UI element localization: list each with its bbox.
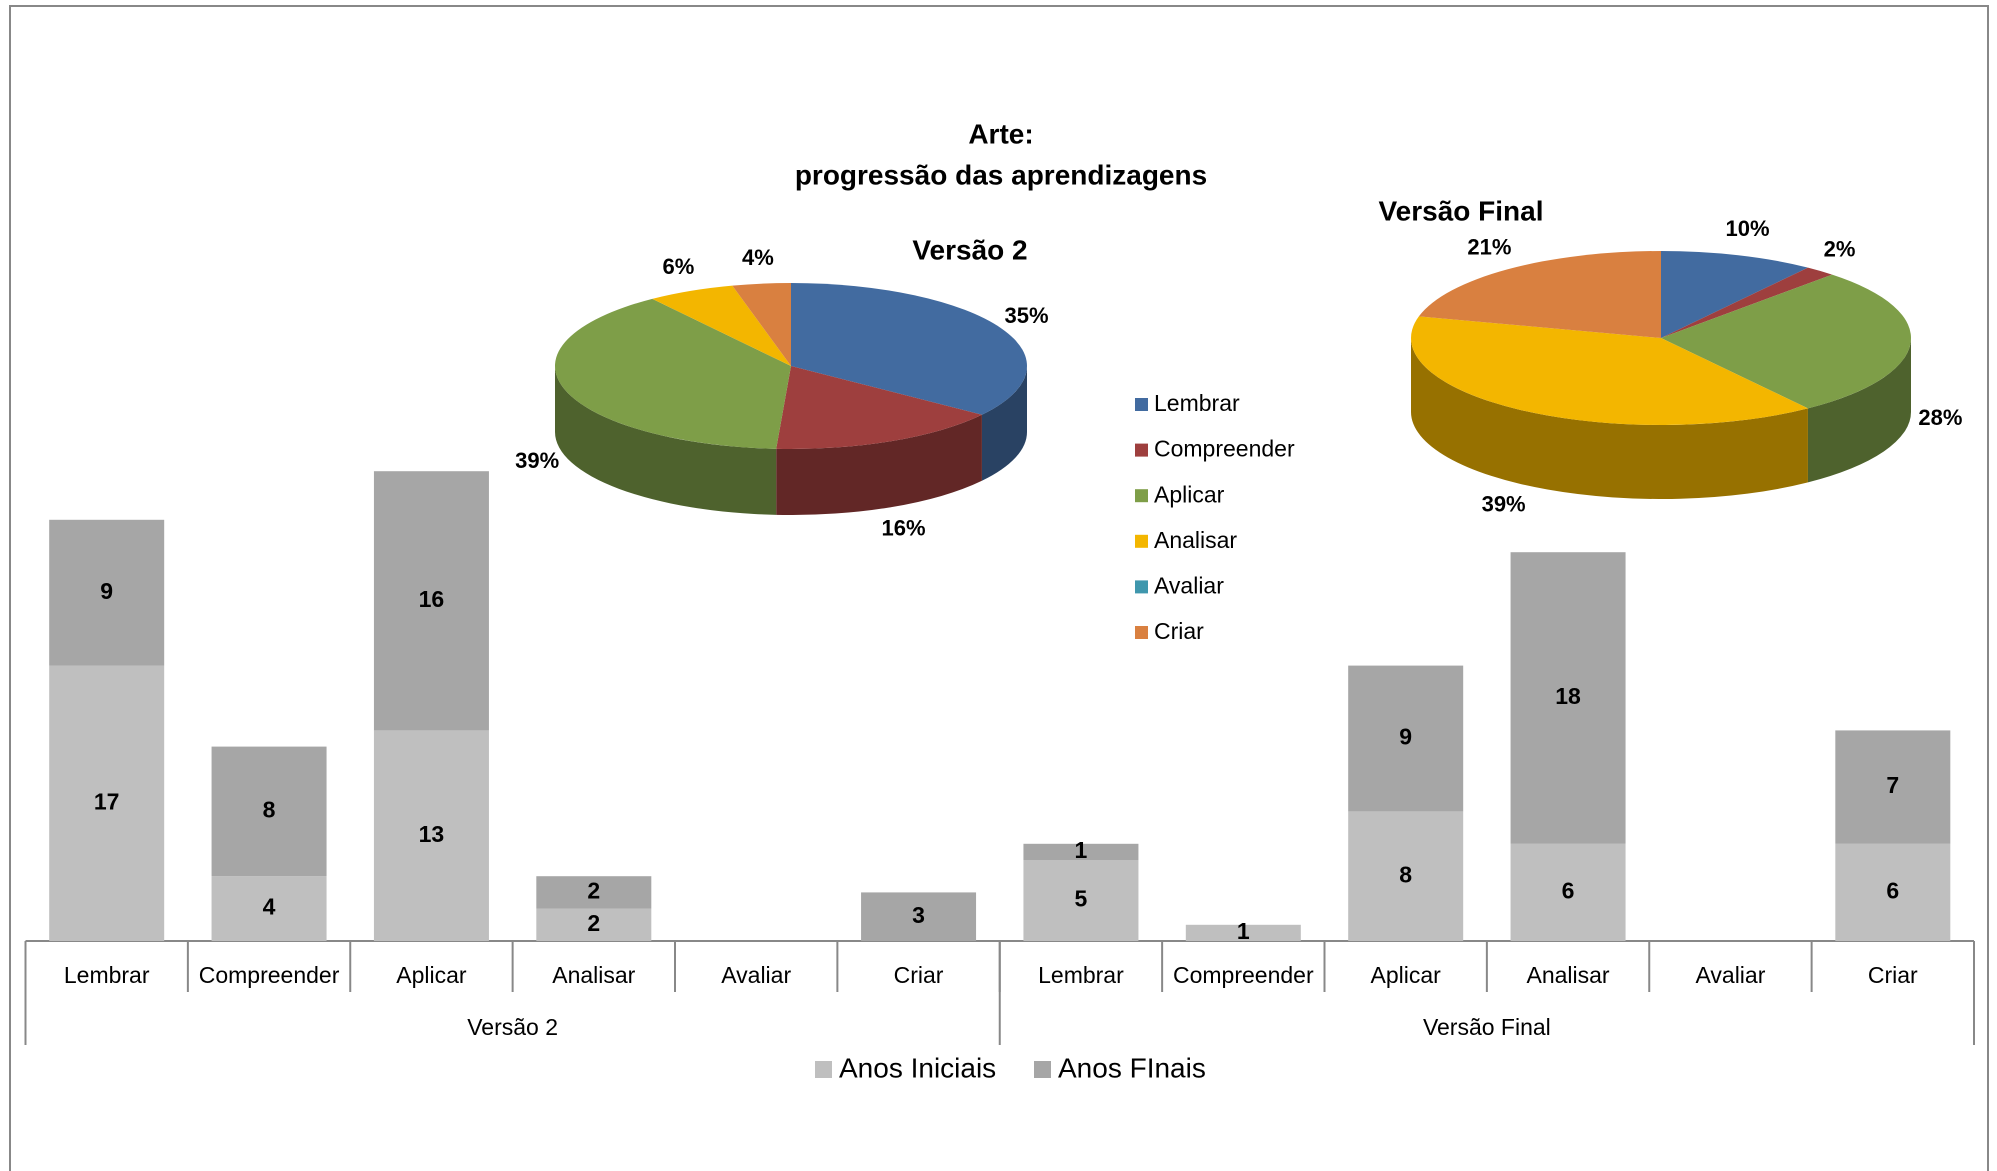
- pie-slice: [732, 283, 791, 366]
- data-label: 35%: [1004, 303, 1048, 328]
- data-label: 39%: [1482, 491, 1526, 516]
- data-label: 21%: [1467, 234, 1511, 259]
- pie-side: [981, 366, 1027, 481]
- data-label: 39%: [515, 448, 559, 473]
- pie-slice: [1661, 274, 1911, 409]
- bar: [1835, 730, 1951, 844]
- data-label: 2: [587, 877, 600, 903]
- legend-swatch: [815, 1061, 832, 1078]
- bar: [49, 519, 165, 666]
- data-label: 2: [587, 910, 600, 936]
- x-tick-label: Aplicar: [396, 962, 467, 988]
- group-label: Versão 2: [467, 1014, 558, 1040]
- data-label: 5: [1075, 886, 1088, 912]
- x-tick-label: Compreender: [1173, 962, 1314, 988]
- data-label: 8: [1399, 861, 1412, 887]
- data-label: 16: [419, 586, 445, 612]
- data-label: 9: [100, 578, 113, 604]
- legend-swatch: [1135, 626, 1148, 639]
- legend-swatch: [1135, 534, 1148, 548]
- legend-label: Compreender: [1154, 436, 1295, 462]
- x-tick-label: Compreender: [199, 962, 340, 988]
- group-label: Versão Final: [1423, 1014, 1551, 1040]
- legend-swatch: [1135, 443, 1148, 457]
- chart-subtitle: progressão das aprendizagens: [795, 159, 1207, 190]
- data-label: 16%: [882, 515, 926, 540]
- data-label: 9: [1399, 724, 1412, 750]
- legend-swatch: [1135, 489, 1148, 503]
- data-label: 10%: [1726, 216, 1770, 241]
- pie-slice: [1661, 267, 1833, 338]
- x-tick-label: Avaliar: [721, 962, 791, 988]
- x-tick-label: Lembrar: [1038, 962, 1124, 988]
- bar: [49, 665, 165, 941]
- pie-side: [1807, 338, 1912, 483]
- legend-swatch: [1034, 1061, 1051, 1078]
- pie-slice: [555, 298, 791, 449]
- data-label: 4: [263, 894, 276, 920]
- pie-side: [555, 366, 777, 515]
- bar: [861, 892, 977, 941]
- pie-slice: [776, 366, 982, 449]
- legend-swatch: [1135, 398, 1148, 411]
- chart-title: Arte:: [968, 118, 1033, 149]
- data-label: 2%: [1824, 237, 1856, 262]
- data-label: 13: [419, 821, 445, 847]
- data-label: 1: [1075, 837, 1088, 863]
- data-label: 4%: [742, 245, 774, 270]
- pie-side: [1411, 338, 1808, 499]
- bar: [1348, 811, 1464, 941]
- bar: [211, 876, 327, 941]
- bar: [1510, 552, 1626, 844]
- legend-label: Avaliar: [1154, 572, 1224, 598]
- pie-slice: [791, 283, 1028, 415]
- x-tick-label: Analisar: [1527, 962, 1610, 988]
- legend-label: Analisar: [1154, 527, 1237, 553]
- data-label: 3: [912, 902, 925, 928]
- legend-label: Anos Iniciais: [839, 1052, 996, 1083]
- bar: [211, 746, 327, 877]
- pie-side: [776, 414, 982, 515]
- bar: [1023, 860, 1139, 941]
- legend-label: Criar: [1154, 618, 1204, 644]
- pie-title: Versão Final: [1379, 195, 1544, 226]
- pie-slice: [1418, 251, 1661, 338]
- legend-label: Anos FInais: [1058, 1052, 1206, 1083]
- bar: [536, 876, 652, 909]
- data-label: 7: [1886, 772, 1899, 798]
- x-tick-label: Aplicar: [1371, 962, 1442, 988]
- bar: [1510, 843, 1626, 941]
- bar: [1185, 924, 1301, 941]
- bar: [1835, 843, 1951, 941]
- bar: [536, 908, 652, 941]
- bar: [1348, 665, 1464, 812]
- data-label: 8: [263, 796, 276, 822]
- x-tick-label: Lembrar: [64, 962, 150, 988]
- data-label: 17: [94, 788, 120, 814]
- x-tick-label: Avaliar: [1695, 962, 1765, 988]
- x-tick-label: Criar: [894, 962, 944, 988]
- legend-swatch: [1135, 580, 1148, 594]
- x-tick-label: Criar: [1868, 962, 1918, 988]
- data-label: 6%: [663, 254, 695, 279]
- x-tick-label: Analisar: [552, 962, 635, 988]
- bar: [1023, 843, 1139, 860]
- bar: [373, 471, 489, 731]
- data-label: 6: [1562, 877, 1575, 903]
- pie-slice: [1411, 316, 1808, 425]
- data-label: 1: [1237, 918, 1250, 944]
- pie-slice: [652, 285, 791, 366]
- data-label: 6: [1886, 877, 1899, 903]
- data-label: 28%: [1918, 405, 1962, 430]
- pie-slice: [1661, 251, 1808, 338]
- pie-title: Versão 2: [912, 234, 1027, 265]
- legend-label: Lembrar: [1154, 390, 1240, 416]
- data-label: 18: [1555, 683, 1581, 709]
- legend-label: Aplicar: [1154, 481, 1225, 507]
- bar: [373, 730, 489, 941]
